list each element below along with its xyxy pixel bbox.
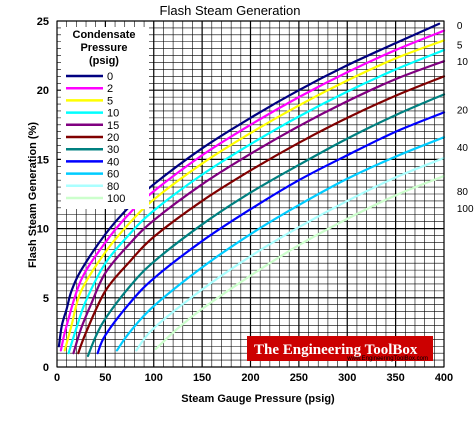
end-label: 10 — [457, 57, 469, 68]
watermark-box — [247, 336, 433, 361]
legend-title-line-3: (psig) — [89, 55, 119, 67]
series-line-20 — [77, 75, 446, 355]
watermark-url: www.EngineeringToolBox.com — [346, 356, 428, 362]
series-line-40 — [96, 111, 446, 355]
legend-label-100: 100 — [107, 193, 125, 205]
series-line-80 — [135, 156, 446, 352]
end-label: 5 — [457, 41, 463, 52]
series-line-5 — [63, 39, 446, 352]
legend-label-5: 5 — [107, 95, 113, 107]
end-label: 40 — [457, 143, 469, 154]
series-end-labels: 0 5 10 20 40 80 100 — [457, 21, 474, 215]
y-tick-labels: 0 5 10 15 20 25 — [37, 16, 49, 374]
legend-label-20: 20 — [107, 132, 119, 144]
y-tick-label: 25 — [37, 16, 49, 28]
legend-background — [61, 27, 149, 209]
legend-label-15: 15 — [107, 120, 119, 132]
x-axis-label: Steam Gauge Pressure (psig) — [181, 393, 335, 405]
legend-label-0: 0 — [107, 71, 113, 83]
x-tick-label: 100 — [145, 372, 163, 384]
legend-title-line-2: Pressure — [80, 42, 127, 54]
y-tick-label: 15 — [37, 154, 49, 166]
x-tick-label: 150 — [193, 372, 211, 384]
end-label: 0 — [457, 21, 463, 32]
x-tick-label: 300 — [338, 372, 356, 384]
legend-label-30: 30 — [107, 144, 119, 156]
chart-title: Flash Steam Generation — [160, 3, 301, 18]
x-tick-label: 250 — [290, 372, 308, 384]
series-line-2 — [59, 29, 446, 352]
x-tick-label: 350 — [386, 372, 404, 384]
x-tick-label: 50 — [99, 372, 111, 384]
legend-label-60: 60 — [107, 169, 119, 181]
engineering-toolbox-watermark: The Engineering ToolBox www.EngineeringT… — [247, 336, 433, 362]
end-label: 100 — [457, 204, 474, 215]
legend-label-2: 2 — [107, 83, 113, 95]
end-label: 80 — [457, 187, 469, 198]
y-tick-label: 0 — [43, 362, 49, 374]
legend-label-40: 40 — [107, 156, 119, 168]
y-tick-label: 20 — [37, 85, 49, 97]
series-line-10 — [67, 48, 446, 355]
series-line-60 — [115, 136, 446, 352]
y-tick-label: 5 — [43, 293, 49, 305]
series-line-15 — [72, 60, 446, 355]
x-tick-label: 400 — [435, 372, 453, 384]
plot-frame — [56, 20, 445, 368]
end-label: 20 — [457, 106, 469, 117]
x-tick-label: 200 — [241, 372, 259, 384]
legend-label-10: 10 — [107, 108, 119, 120]
series-line-100 — [154, 174, 446, 351]
legend: Condensate Pressure (psig) 0251015203040… — [61, 27, 149, 209]
x-tick-label: 0 — [54, 372, 60, 384]
series-line-30 — [86, 93, 446, 358]
legend-title-line-1: Condensate — [73, 29, 136, 41]
x-tick-labels: 0 50 100 150 200 250 300 350 400 — [54, 372, 453, 384]
watermark-title: The Engineering ToolBox — [254, 342, 418, 358]
legend-label-80: 80 — [107, 181, 119, 193]
y-axis-label: Flash Steam Generation (%) — [27, 122, 39, 268]
y-tick-label: 10 — [37, 224, 49, 236]
